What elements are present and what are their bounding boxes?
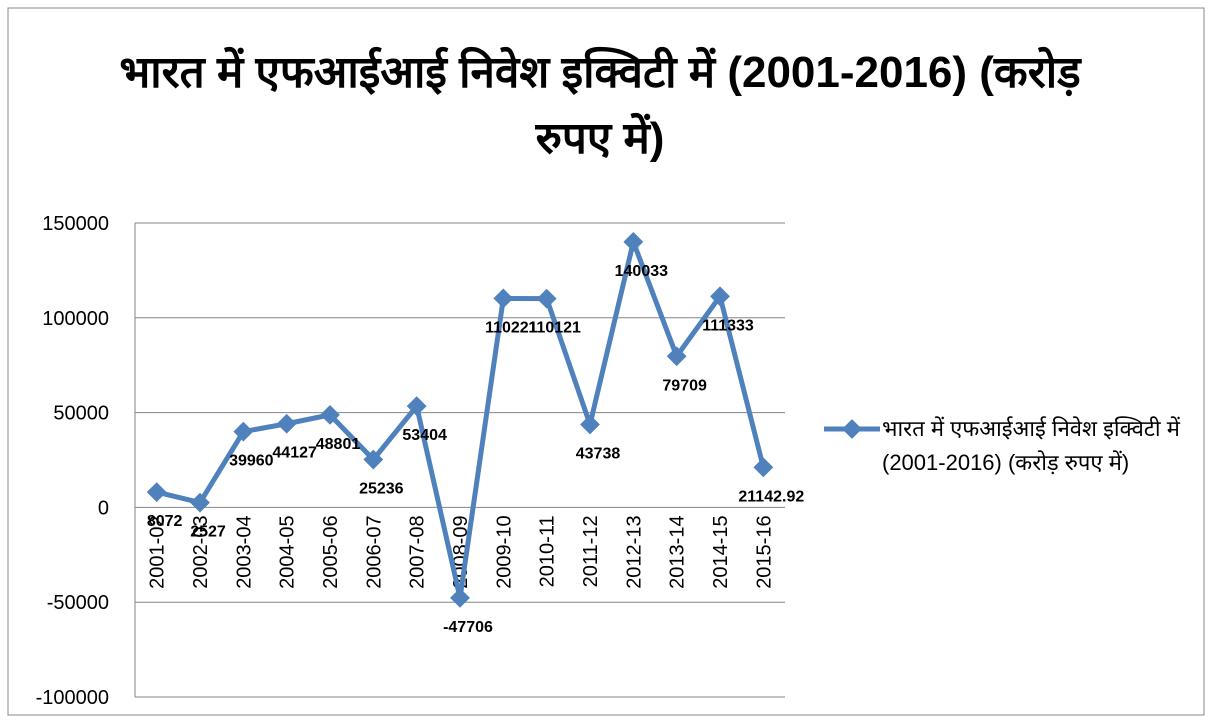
data-label: 110221 xyxy=(485,319,538,336)
data-label: 21142.92 xyxy=(738,488,804,505)
y-tick-label: 150000 xyxy=(42,213,109,235)
point-marker xyxy=(536,288,557,309)
x-tick-label: 2009-10 xyxy=(493,515,515,588)
y-tick-label: -100000 xyxy=(36,687,109,709)
x-tick-label: 2011-12 xyxy=(580,515,602,587)
x-tick-label: 2013-14 xyxy=(667,515,689,588)
data-label: 43738 xyxy=(576,445,621,462)
data-label: 44127 xyxy=(272,445,317,462)
x-tick-label: 2007-08 xyxy=(407,515,429,588)
x-tick-label: 2003-04 xyxy=(233,515,255,588)
point-marker xyxy=(753,457,774,478)
x-tick-label: 2012-13 xyxy=(623,515,645,588)
data-label: 8072 xyxy=(147,513,183,530)
point-marker xyxy=(190,492,210,513)
data-label: 140033 xyxy=(615,263,668,280)
x-tick-label: 2015-16 xyxy=(753,515,775,588)
point-marker xyxy=(233,421,254,442)
x-tick-label: 2004-05 xyxy=(277,515,299,588)
data-label: 48801 xyxy=(316,436,361,453)
point-marker xyxy=(363,449,384,470)
x-tick-label: 2002-03 xyxy=(190,515,212,588)
point-marker xyxy=(320,404,340,425)
data-label: 2527 xyxy=(190,524,226,541)
x-tick-label: 2006-07 xyxy=(363,515,385,588)
data-label: 25236 xyxy=(359,481,404,498)
y-tick-label: 50000 xyxy=(53,403,109,425)
legend-marker xyxy=(842,419,862,439)
data-label: 79709 xyxy=(662,377,707,394)
x-tick-label: 2010-11 xyxy=(537,515,559,587)
point-marker xyxy=(666,346,687,367)
data-label: 110121 xyxy=(528,320,581,337)
y-tick-label: 0 xyxy=(98,497,109,519)
legend: भारत में एफआईआई निवेश इक्विटी में (2001-… xyxy=(822,412,1212,480)
y-tick-label: -50000 xyxy=(47,592,109,614)
point-marker xyxy=(580,414,600,435)
data-label: -47706 xyxy=(443,619,493,636)
data-label: 39960 xyxy=(229,453,274,470)
legend-swatch xyxy=(824,419,880,439)
point-marker xyxy=(146,482,167,502)
point-marker xyxy=(710,286,730,307)
legend-label: भारत में एफआईआई निवेश इक्विटी में (2001-… xyxy=(882,416,1180,475)
x-tick-label: 2005-06 xyxy=(320,515,342,588)
x-tick-label: 2014-15 xyxy=(710,515,732,588)
chart-title: भारत में एफआईआई निवेश इक्विटी में (2001-… xyxy=(119,48,1081,163)
point-marker xyxy=(276,413,297,434)
data-label: 111333 xyxy=(702,317,754,334)
data-label: 53404 xyxy=(402,427,447,444)
y-tick-label: 100000 xyxy=(42,308,109,330)
point-marker xyxy=(406,396,427,417)
x-tick-label: 2001-02 xyxy=(147,515,169,588)
point-marker xyxy=(450,587,470,608)
point-marker xyxy=(493,288,514,309)
